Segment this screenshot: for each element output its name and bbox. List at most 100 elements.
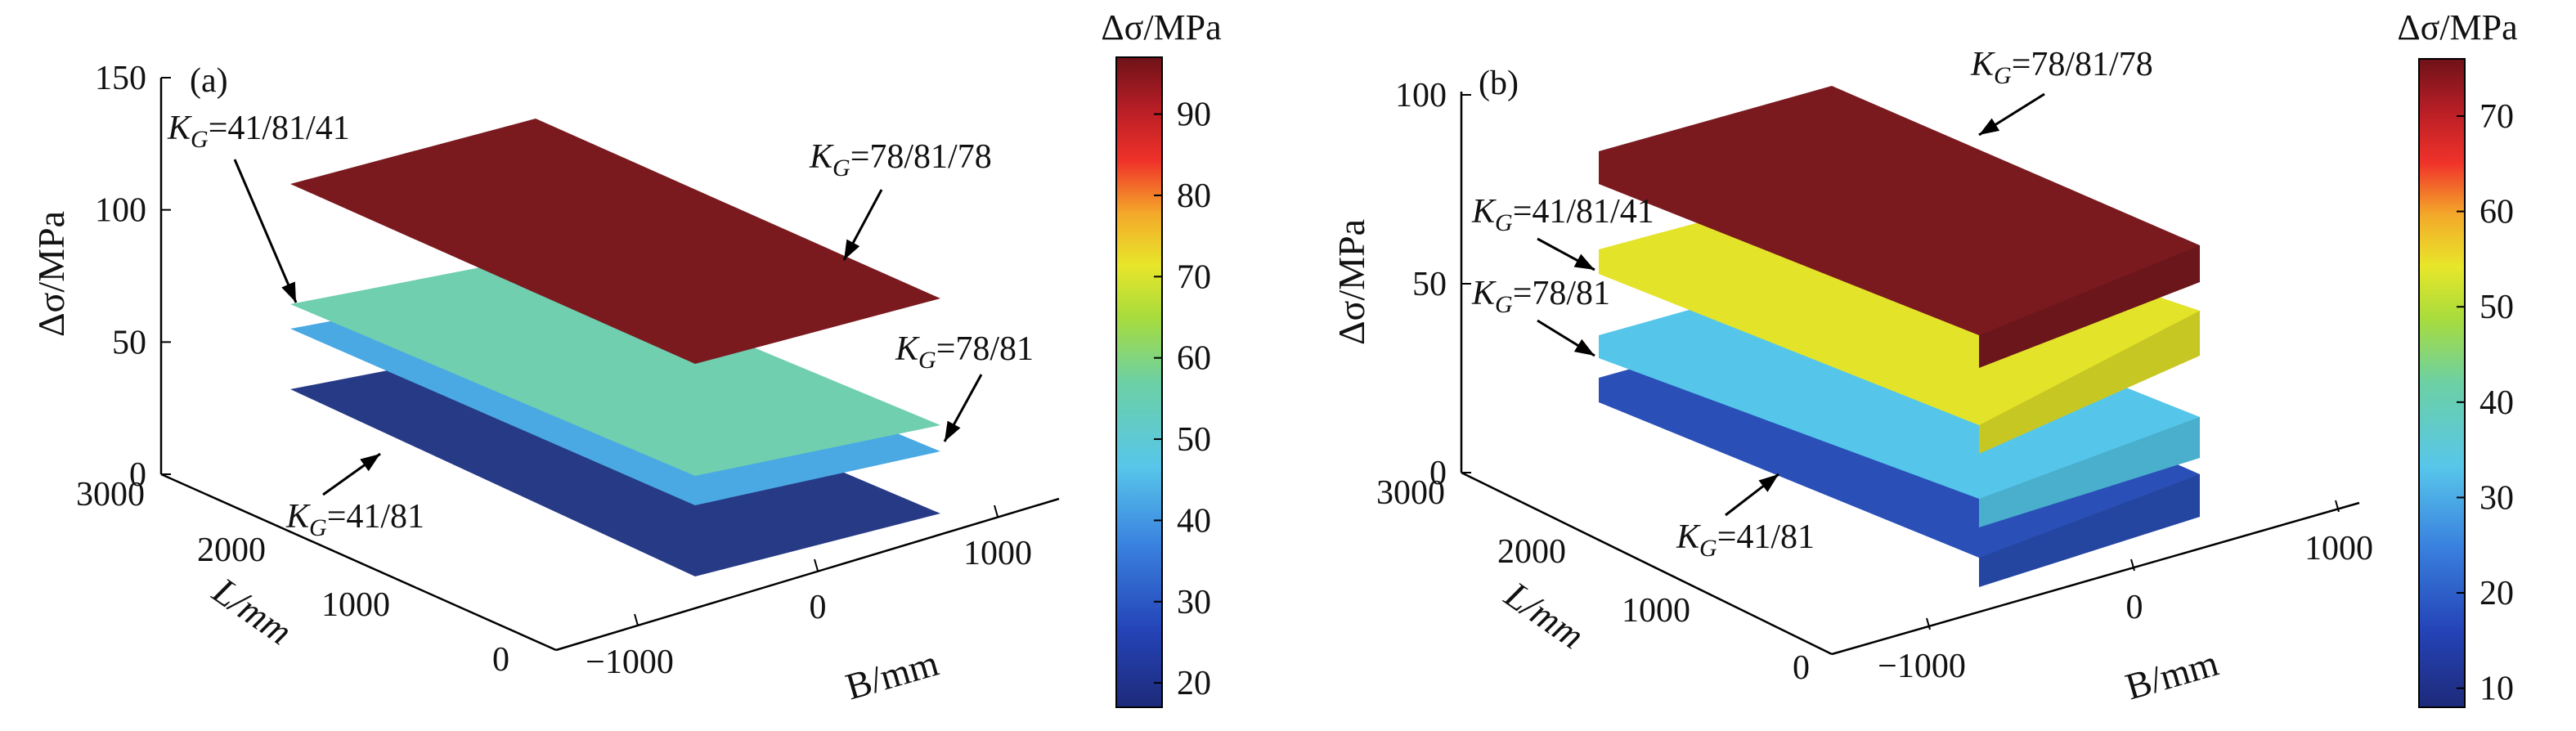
series-annotation: KG=41/81 (285, 498, 424, 541)
y-tick-label: 3000 (1376, 474, 1445, 512)
panel-b-surfaces (1599, 86, 2200, 587)
colorbar-tick-label: 20 (2480, 575, 2514, 612)
panel-a-surfaces (290, 119, 940, 576)
annotation-subscript: G (191, 126, 209, 153)
colorbar-tick-label: 50 (1177, 421, 1211, 459)
annotation-rest: =78/81 (1513, 275, 1610, 312)
colorbar-ticks: 20 30 40 50 60 70 80 90 (1154, 96, 1211, 702)
annotation-subscript: G (1699, 535, 1717, 562)
annotation-rest: =41/81/41 (209, 110, 350, 147)
x-tick-mark (2335, 500, 2340, 513)
y-axis-label: L/mm (205, 569, 300, 653)
x-tick-mark (1926, 617, 1931, 630)
x-tick-label: 0 (810, 589, 827, 626)
x-axis-label: B/mm (2120, 642, 2223, 708)
y-axis-label: L/mm (1497, 573, 1592, 657)
colorbar-title: Δσ/MPa (2397, 7, 2517, 47)
annotation-k: K (167, 110, 192, 147)
series-annotation: KG=78/81/78 (809, 138, 992, 182)
annotation-subscript: G (918, 347, 936, 374)
annotation-arrowhead (360, 454, 380, 472)
panel-a-axes (159, 78, 1060, 652)
x-tick-label: −1000 (586, 644, 674, 681)
surface-edge-shade (1979, 311, 2200, 454)
annotation-rest: =78/81/78 (850, 138, 992, 176)
colorbar-tick-label: 60 (1177, 340, 1211, 378)
colorbar-title: Δσ/MPa (1101, 7, 1221, 47)
y-axis-line (1461, 471, 1833, 656)
y-tick-label: 0 (1793, 649, 1810, 687)
colorbar-tick-label: 10 (2480, 670, 2514, 708)
y-axis-line (160, 473, 557, 652)
z-axis-label: Δσ/MPa (30, 211, 72, 337)
series-annotation: KG=78/81/78 (1970, 46, 2153, 89)
annotation-arrowhead (1758, 474, 1779, 492)
z-tick-label: 150 (95, 60, 146, 97)
y-tick-label: 2000 (197, 531, 266, 569)
annotation-k: K (809, 138, 834, 176)
annotation-rest: =78/81/78 (2012, 46, 2153, 83)
annotation-arrowhead (1979, 118, 2000, 135)
annotation-rest: =41/81/41 (1513, 193, 1654, 231)
y-tick-label: 2000 (1497, 533, 1566, 571)
x-tick-label: 0 (2126, 589, 2143, 626)
surface-edge-shade (1979, 245, 2200, 368)
x-tick-label: −1000 (1878, 648, 1966, 685)
surface-sheet (1599, 186, 2200, 454)
annotation-arrowhead (1573, 339, 1595, 356)
z-tick-label: 50 (112, 324, 146, 361)
surface-sheet (290, 119, 940, 364)
surface-sheet (1599, 86, 2200, 368)
panel-label: (b) (1479, 65, 1519, 102)
z-tick-label: 0 (129, 456, 146, 494)
x-tick-mark (814, 558, 819, 572)
annotation-subscript: G (832, 155, 850, 182)
z-tick-label: 50 (1412, 266, 1447, 303)
x-axis-line (555, 497, 1060, 652)
annotation-k: K (1676, 518, 1701, 556)
annotation-k: K (1471, 193, 1497, 231)
panel-label: (a) (190, 62, 228, 100)
annotation-rest: =78/81 (936, 330, 1034, 368)
annotation-subscript: G (309, 514, 327, 541)
colorbar (2418, 58, 2466, 708)
surface-edge-shade (1979, 417, 2200, 527)
x-tick-mark (994, 505, 999, 518)
annotation-subscript: G (1495, 291, 1513, 318)
y-tick-label: 0 (492, 641, 509, 679)
series-annotation: KG=41/81 (1676, 518, 1815, 562)
x-tick-label: 1000 (963, 535, 1032, 572)
z-tick-label: 100 (95, 192, 146, 230)
y-tick-label: 1000 (1622, 592, 1690, 630)
surface-sheet (1599, 270, 2200, 527)
series-annotation: KG=41/81/41 (167, 110, 350, 153)
panel-b-colorbar: Δσ/MPa 10 20 30 40 50 60 70 (2397, 7, 2518, 708)
colorbar-tick-label: 30 (1177, 584, 1211, 621)
y-tick-label: 3000 (76, 476, 145, 513)
colorbar-tick-label: 40 (2480, 384, 2514, 422)
x-axis-label: B/mm (841, 642, 943, 708)
annotation-rest: =41/81 (1717, 518, 1815, 556)
series-annotation: KG=78/81 (895, 330, 1034, 374)
annotation-subscript: G (1994, 62, 2012, 89)
annotation-arrow (233, 159, 298, 303)
x-tick-mark (2130, 558, 2135, 572)
series-annotation: KG=78/81 (1471, 275, 1610, 318)
colorbar-tick-label: 50 (2480, 289, 2514, 326)
panel-b-axes (1460, 92, 2360, 656)
annotation-rest: =41/81 (327, 498, 424, 536)
colorbar-tick-label: 70 (2480, 98, 2514, 136)
colorbar-tick-label: 60 (2480, 194, 2514, 231)
colorbar-tick-label: 30 (2480, 479, 2514, 517)
annotation-arrowhead (844, 239, 860, 260)
colorbar-ticks: 10 20 30 40 50 60 70 (2457, 98, 2514, 708)
annotation-subscript: G (1495, 209, 1513, 236)
colorbar-tick-label: 70 (1177, 258, 1211, 296)
annotation-k: K (285, 498, 311, 536)
colorbar-tick-label: 20 (1177, 665, 1211, 702)
surface-edge-shade (1979, 474, 2200, 587)
